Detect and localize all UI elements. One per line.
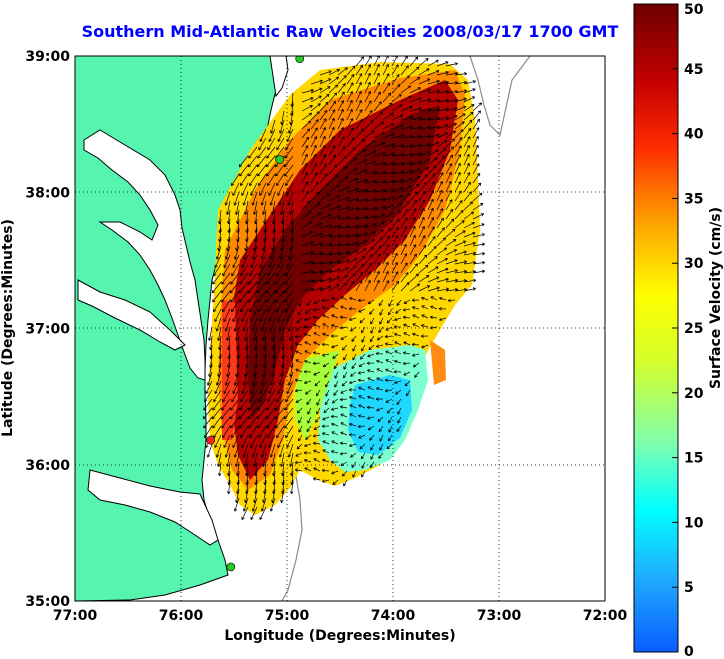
velocity-arrows: [202, 56, 486, 520]
x-tick-label: 77:00: [53, 608, 98, 624]
station-marker: [295, 56, 305, 64]
y-tick-label: 37:00: [25, 322, 70, 338]
delaware-bay: [269, 56, 289, 98]
colorbar-tick-label: 0: [684, 644, 694, 659]
x-tick-label: 76:00: [159, 608, 204, 624]
x-axis-ticks: 77:00 76:00 75:00 74:00 73:00 72:00: [53, 608, 628, 624]
sound-inlet: [87, 469, 219, 546]
y-axis-title: Latitude (Degrees:Minutes): [0, 219, 16, 437]
shelf-contour-2: [281, 469, 303, 601]
y-tick-label: 35:00: [25, 594, 70, 610]
y-axis-ticks: 39:00 38:00 37:00 36:00 35:00: [25, 49, 70, 610]
shelf-contour: [469, 56, 531, 137]
map-title: Southern Mid-Atlantic Raw Velocities 200…: [81, 22, 619, 41]
chesapeake-bay: [83, 129, 206, 381]
y-tick-label: 38:00: [25, 185, 70, 201]
colorbar-tick-label: 25: [684, 321, 703, 337]
x-tick-label: 74:00: [371, 608, 416, 624]
plot-frame: [74, 55, 606, 602]
colorbar-tick-label: 50: [684, 2, 704, 18]
grid-lines: [75, 56, 605, 601]
colorbar-tick-label: 35: [684, 191, 703, 207]
y-tick-label: 39:00: [25, 49, 70, 65]
station-marker: [206, 435, 215, 445]
colorbar-tick-label: 15: [684, 451, 703, 467]
x-tick-label: 73:00: [477, 608, 522, 624]
x-tick-label: 72:00: [583, 608, 628, 624]
colorbar-tick-label: 20: [684, 386, 704, 402]
x-axis-title: Longitude (Degrees:Minutes): [224, 628, 455, 644]
colorbar: [633, 3, 679, 653]
colorbar-tick-label: 40: [684, 127, 704, 143]
arrow-glyphs: [202, 56, 486, 520]
colorbar-tick-label: 5: [684, 580, 694, 596]
colorbar-tick-label: 45: [684, 62, 703, 78]
x-tick-label: 75:00: [265, 608, 310, 624]
station-marker: [275, 155, 284, 164]
colorbar-title: Surface Velocity (cm/s): [708, 207, 724, 389]
river-inlet: [77, 279, 186, 351]
radar-stations: [206, 56, 305, 572]
colorbar-tick-label: 10: [684, 515, 704, 531]
y-tick-label: 36:00: [25, 458, 70, 474]
colorbar-tick-label: 30: [684, 256, 704, 272]
station-marker: [226, 562, 236, 572]
